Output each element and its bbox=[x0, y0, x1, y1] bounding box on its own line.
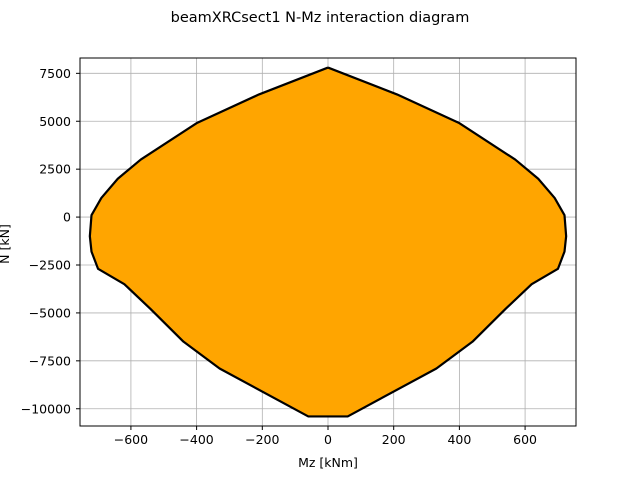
x-tick-label-1: −400 bbox=[179, 432, 213, 447]
y-tick-label-4: 0 bbox=[63, 210, 71, 225]
y-tick-label-6: 5000 bbox=[39, 114, 71, 129]
x-axis-label: Mz [kNm] bbox=[298, 455, 358, 470]
x-tick-label-6: 600 bbox=[513, 432, 537, 447]
y-tick-label-5: 2500 bbox=[39, 162, 71, 177]
y-tick-label-7: 7500 bbox=[39, 66, 71, 81]
interaction-area-0 bbox=[89, 67, 567, 417]
y-axis-label: N [kN] bbox=[0, 224, 12, 264]
chart-title: beamXRCsect1 N-Mz interaction diagram bbox=[171, 10, 470, 26]
x-tick-label-2: −200 bbox=[245, 432, 279, 447]
plot-layer bbox=[88, 66, 568, 418]
y-tick-label-2: −5000 bbox=[29, 305, 71, 320]
tick-layer: −600 −400 −200 0 200 400 600 −10000 −7500 −5000 −2… bbox=[21, 66, 537, 447]
x-tick-label-5: 400 bbox=[447, 432, 471, 447]
y-tick-label-3: −2500 bbox=[29, 258, 71, 273]
x-tick-label-0: −600 bbox=[114, 432, 148, 447]
x-tick-label-4: 200 bbox=[382, 432, 406, 447]
x-tick-label-3: 0 bbox=[324, 432, 332, 447]
y-tick-label-1: −7500 bbox=[29, 353, 71, 368]
interaction-curve-0 bbox=[88, 66, 568, 418]
y-tick-label-0: −10000 bbox=[21, 401, 71, 416]
